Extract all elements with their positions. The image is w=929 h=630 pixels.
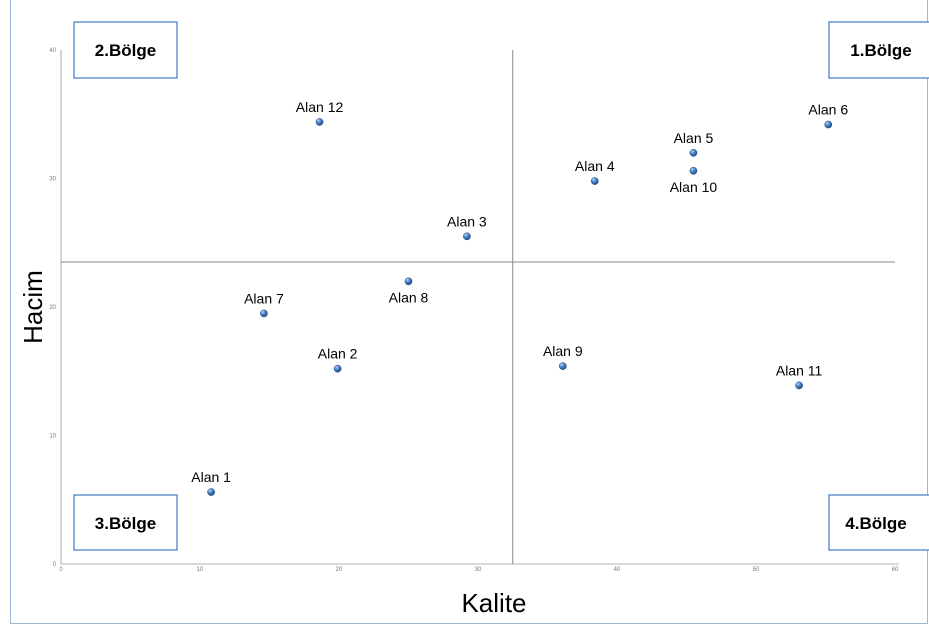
- point-label: Alan 12: [296, 99, 344, 115]
- point-marker: [260, 309, 268, 318]
- quadrant-3-label: 3.Bölge: [95, 514, 156, 533]
- point-label: Alan 9: [543, 343, 583, 359]
- quadrant-label-bottom-right: 4.Bölge: [828, 494, 929, 551]
- axes: [60, 50, 899, 565]
- point-marker: [795, 381, 803, 390]
- point-label: Alan 10: [670, 179, 718, 195]
- data-point-8: Alan 8: [389, 277, 429, 305]
- x-tick-labels: 0 10 20 30 40 50 60: [59, 567, 899, 573]
- quadrant-4-label: 4.Bölge: [845, 514, 906, 533]
- point-marker: [689, 148, 698, 157]
- point-marker: [689, 166, 698, 175]
- point-label: Alan 7: [244, 290, 284, 306]
- point-marker: [404, 277, 413, 286]
- point-label: Alan 5: [674, 130, 714, 146]
- y-tick-labels: 0 10 20 30 40: [49, 48, 56, 568]
- y-tick-label: 0: [53, 562, 57, 568]
- point-label: Alan 1: [191, 469, 231, 485]
- point-marker: [558, 362, 567, 370]
- data-point-7: Alan 7: [244, 290, 284, 318]
- point-label: Alan 2: [318, 346, 358, 362]
- x-tick-label: 10: [197, 567, 204, 573]
- data-points: Alan 1 Alan 2 Alan 3 Alan 4 Alan 5 Alan 6 Alan…: [191, 99, 848, 496]
- data-point-4: Alan 4: [575, 158, 615, 185]
- x-tick-label: 20: [336, 567, 343, 573]
- quadrant-dividers: [61, 50, 895, 564]
- y-tick-label: 10: [49, 434, 56, 440]
- data-point-11: Alan 11: [776, 362, 823, 390]
- data-point-6: Alan 6: [808, 102, 848, 129]
- point-marker: [590, 177, 599, 185]
- y-tick-label: 40: [49, 48, 56, 54]
- point-label: Alan 6: [808, 102, 848, 118]
- data-point-9: Alan 9: [543, 343, 583, 370]
- data-point-3: Alan 3: [447, 213, 487, 241]
- x-tick-label: 30: [475, 567, 482, 573]
- data-point-10: Alan 10: [670, 166, 718, 195]
- point-marker: [824, 120, 833, 129]
- x-tick-label: 60: [892, 567, 899, 573]
- point-label: Alan 4: [575, 158, 615, 174]
- x-axis-title: Kalite: [461, 588, 526, 618]
- point-marker: [315, 118, 324, 126]
- quadrant-1-label: 1.Bölge: [850, 41, 911, 60]
- quadrant-2-label: 2.Bölge: [95, 41, 156, 60]
- quadrant-label-bottom-left: 3.Bölge: [73, 494, 178, 551]
- y-axis-title: Hacim: [18, 270, 48, 344]
- chart-frame: [10, 0, 928, 624]
- y-tick-label: 20: [49, 305, 56, 311]
- point-marker: [207, 488, 215, 496]
- data-point-1: Alan 1: [191, 469, 231, 496]
- point-marker: [333, 364, 342, 373]
- point-label: Alan 3: [447, 213, 487, 229]
- point-label: Alan 8: [389, 289, 429, 305]
- x-tick-label: 40: [614, 567, 621, 573]
- data-point-2: Alan 2: [318, 346, 358, 373]
- x-tick-label: 50: [753, 567, 760, 573]
- data-point-12: Alan 12: [296, 99, 344, 126]
- quadrant-label-top-left: 2.Bölge: [73, 21, 178, 79]
- data-point-5: Alan 5: [674, 130, 714, 157]
- y-tick-label: 30: [49, 177, 56, 183]
- point-marker: [463, 232, 471, 241]
- point-label: Alan 11: [776, 362, 823, 378]
- x-tick-label: 0: [59, 567, 63, 573]
- quadrant-label-top-right: 1.Bölge: [828, 21, 929, 79]
